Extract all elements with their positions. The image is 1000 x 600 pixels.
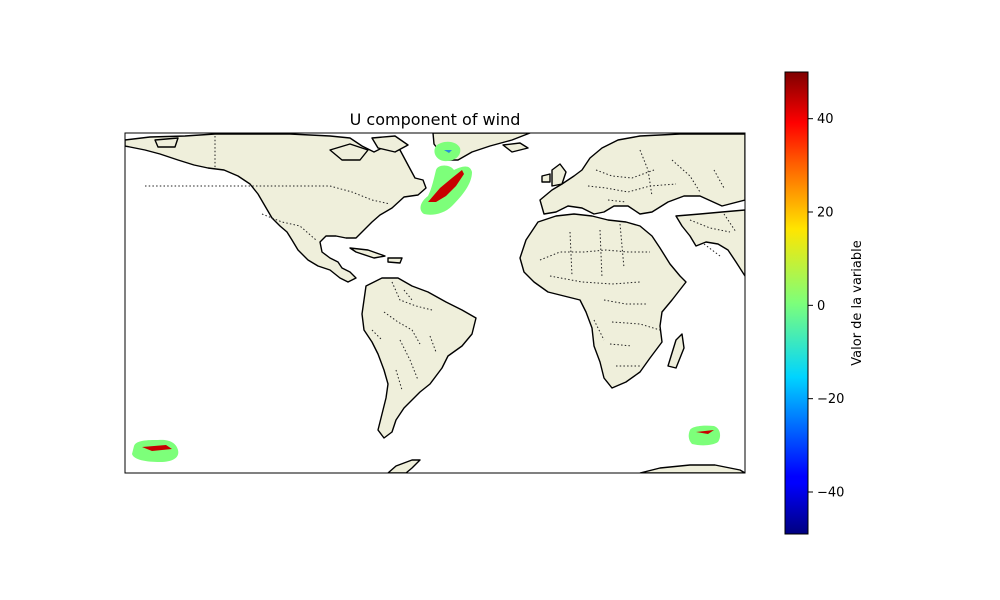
- wind-area-southeast-high: [696, 430, 714, 434]
- wind-area-atlantic-high: [428, 170, 464, 202]
- colorbar-ticks: 40 20 0 −20 −40: [808, 112, 844, 501]
- colorbar-tick-label: −20: [817, 392, 844, 407]
- antarctica-east: [639, 464, 745, 473]
- hispaniola: [387, 257, 403, 264]
- border-usa-canada: [145, 185, 391, 205]
- wind-area-southwest-low: [132, 439, 179, 462]
- map-frame: [124, 132, 746, 474]
- border-usa-mexico: [261, 213, 317, 241]
- africa: [519, 213, 687, 389]
- wind-area-southwest-high: [142, 445, 172, 451]
- arctic-island-2: [371, 135, 409, 153]
- arctic-island-3: [154, 137, 179, 148]
- colorbar-tick-label: −40: [817, 486, 844, 501]
- great-britain: [551, 163, 567, 187]
- colorbar-tick-label: 40: [817, 112, 834, 127]
- arctic-island-1: [329, 143, 369, 161]
- map-panel: [124, 132, 746, 474]
- colorbar-tick-label: 0: [817, 299, 825, 314]
- middle-east: [675, 209, 745, 277]
- colorbar-label: Valor de la variable: [850, 240, 865, 365]
- cuba: [349, 247, 386, 259]
- madagascar: [667, 333, 685, 369]
- south-america: [361, 277, 477, 439]
- borders-south-america: [371, 281, 437, 391]
- north-america: [125, 133, 427, 283]
- wind-area-southeast-low: [688, 425, 721, 446]
- colorbar-tick-label: 20: [817, 206, 834, 221]
- wind-contours: [132, 141, 721, 462]
- borders-europe: [587, 149, 725, 203]
- iceland: [502, 142, 529, 153]
- antarctica-west: [387, 459, 421, 473]
- colorbar-gradient: [784, 71, 809, 535]
- colorbar: 40 20 0 −20 −40 Valor de la variable: [784, 71, 865, 535]
- map-title: U component of wind: [350, 110, 521, 129]
- borders-africa: [539, 223, 661, 367]
- wind-area-greenland-high: [444, 150, 452, 153]
- ireland: [541, 173, 551, 183]
